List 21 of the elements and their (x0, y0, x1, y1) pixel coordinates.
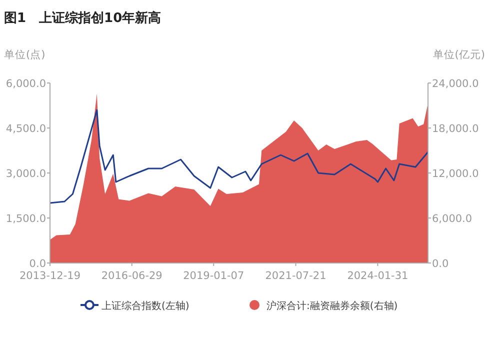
legend-label: 上证综合指数(左轴) (102, 300, 190, 312)
y2-tick-label: 18,000.0 (432, 123, 479, 135)
x-tick-label: 2013-12-19 (19, 270, 81, 282)
y-tick-label: 1,500.0 (6, 213, 46, 225)
y2-tick-label: 12,000.0 (432, 168, 479, 180)
line-series (49, 109, 429, 204)
y-axis-title: 单位(点) (4, 48, 46, 61)
y-tick-label: 4,500.0 (6, 123, 46, 135)
x-tick-label: 2024-01-31 (347, 270, 408, 282)
x-tick-label: 2019-01-07 (183, 270, 244, 282)
y-tick-label: 3,000.0 (6, 168, 46, 180)
chart-title: 图1 上证综指创10年新高 (4, 10, 162, 26)
y-tick-label: 0.0 (29, 258, 46, 270)
y2-tick-label: 24,000.0 (432, 78, 479, 90)
x-tick-label: 2021-07-21 (265, 270, 326, 282)
y2-tick-label: 0.0 (432, 258, 449, 270)
y-tick-label: 6,000.0 (6, 78, 46, 90)
legend-label: 沪深合计:融资融券余额(右轴) (266, 300, 398, 312)
x-tick-label: 2016-06-29 (101, 270, 162, 282)
y2-axis-title: 单位(亿元) (432, 48, 485, 61)
y2-tick-label: 6,000.0 (432, 213, 472, 225)
